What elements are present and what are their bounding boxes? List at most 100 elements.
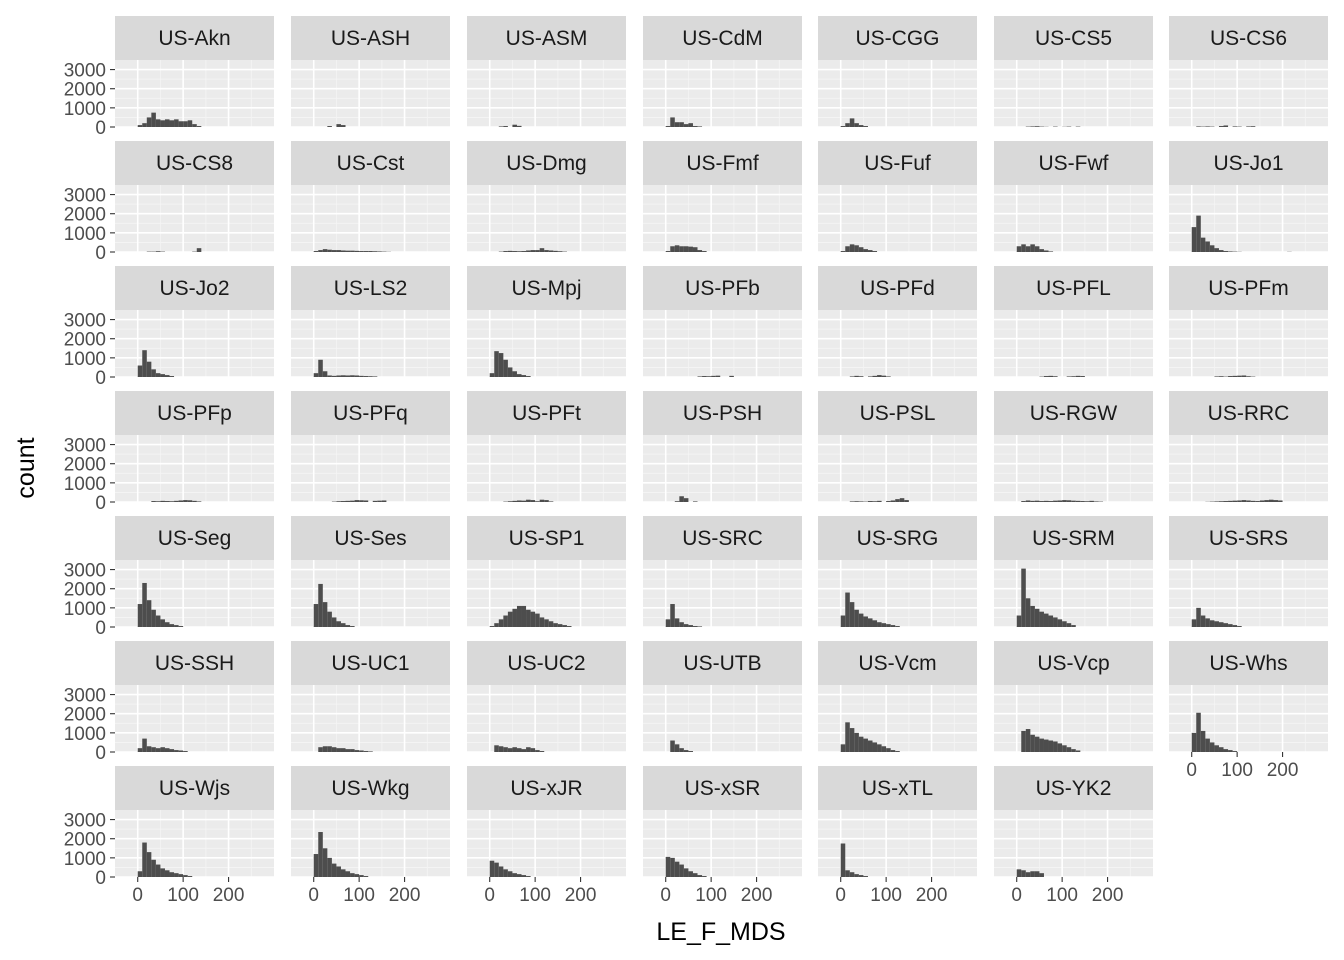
histogram-bar bbox=[313, 373, 319, 377]
histogram-bar bbox=[867, 501, 873, 502]
facet-panel: US-Akn bbox=[115, 16, 274, 128]
histogram-bar bbox=[697, 875, 703, 877]
facet-label: US-ASH bbox=[331, 27, 410, 50]
panel-background bbox=[291, 435, 450, 502]
facet-panel: US-RGW bbox=[994, 391, 1153, 503]
facet-strip bbox=[467, 516, 626, 560]
facet-label: US-CS5 bbox=[1035, 27, 1112, 50]
panel-background bbox=[994, 810, 1153, 877]
histogram-bar bbox=[845, 592, 850, 627]
histogram-bar bbox=[1021, 244, 1026, 252]
facet-strip bbox=[994, 766, 1153, 810]
histogram-bar bbox=[503, 747, 508, 752]
panel-background bbox=[994, 310, 1153, 377]
facet-panel: US-Ses bbox=[291, 516, 450, 628]
x-tick-label: 100 bbox=[343, 885, 375, 906]
histogram-bar bbox=[872, 620, 878, 627]
histogram-bar bbox=[692, 626, 698, 627]
histogram-bar bbox=[507, 871, 513, 877]
facet-label: US-PFd bbox=[860, 277, 935, 300]
facet-label: US-PSH bbox=[683, 402, 762, 425]
histogram-bar bbox=[151, 369, 156, 377]
facet-label: US-xJR bbox=[510, 777, 582, 800]
facet-label: US-RGW bbox=[1030, 402, 1118, 425]
histogram-bar bbox=[494, 862, 499, 877]
histogram-bar bbox=[359, 500, 364, 502]
histogram-bar bbox=[160, 747, 165, 752]
histogram-bar bbox=[507, 611, 513, 627]
facet-label: US-Dmg bbox=[506, 152, 587, 175]
histogram-bar bbox=[544, 500, 549, 502]
histogram-bar bbox=[345, 250, 351, 252]
facet-strip bbox=[467, 641, 626, 685]
panel-grid bbox=[643, 685, 802, 753]
histogram-bar bbox=[674, 744, 680, 752]
histogram-bar bbox=[1062, 621, 1067, 627]
histogram-bar bbox=[169, 501, 175, 502]
facet-strip bbox=[1169, 641, 1328, 685]
histogram-bar bbox=[178, 121, 184, 127]
histogram-bar bbox=[886, 624, 891, 627]
histogram-bar bbox=[854, 732, 859, 752]
histogram-bar bbox=[155, 748, 161, 752]
histogram-bar bbox=[1191, 619, 1197, 627]
histogram-bar bbox=[178, 500, 184, 502]
histogram-bar bbox=[526, 499, 531, 502]
x-axis-title: LE_F_MDS bbox=[656, 918, 785, 946]
facet-panel: US-xJR bbox=[467, 766, 626, 878]
histogram-bar bbox=[886, 376, 891, 377]
facet-label: US-Wkg bbox=[331, 777, 409, 800]
histogram-bar bbox=[318, 832, 323, 877]
panel-background bbox=[643, 435, 802, 502]
histogram-bar bbox=[1080, 501, 1085, 502]
histogram-bar bbox=[521, 605, 527, 627]
histogram-bar bbox=[683, 498, 689, 502]
histogram-bar bbox=[183, 875, 188, 877]
x-tick-label: 100 bbox=[870, 885, 902, 906]
facet-label: US-PFL bbox=[1036, 277, 1111, 300]
histogram-bar bbox=[1075, 375, 1081, 377]
histogram-bar bbox=[151, 501, 156, 502]
histogram-bar bbox=[359, 750, 364, 752]
facet-label: US-SRM bbox=[1032, 527, 1115, 550]
facet-strip bbox=[1169, 141, 1328, 185]
facet-label: US-Mpj bbox=[511, 277, 581, 300]
facet-panel: US-SSH bbox=[115, 641, 274, 753]
histogram-bar bbox=[683, 124, 689, 127]
histogram-bar bbox=[169, 120, 175, 127]
x-tick-label: 0 bbox=[308, 885, 319, 906]
histogram-bar bbox=[1241, 500, 1247, 502]
histogram-bar bbox=[1066, 376, 1072, 377]
histogram-bar bbox=[151, 859, 156, 877]
histogram-bar bbox=[322, 848, 328, 877]
histogram-bar bbox=[702, 251, 707, 252]
histogram-bar bbox=[1196, 712, 1201, 752]
histogram-bar bbox=[1196, 215, 1201, 252]
histogram-bar bbox=[535, 613, 540, 627]
histogram-bars bbox=[849, 498, 909, 502]
facet-panel: US-Jo2 bbox=[115, 266, 274, 378]
histogram-bar bbox=[1237, 500, 1242, 502]
histogram-bar bbox=[1084, 501, 1090, 502]
y-axes: 0100020003000010002000300001000200030000… bbox=[64, 61, 115, 889]
panel-background bbox=[643, 685, 802, 752]
facet-strip bbox=[467, 266, 626, 310]
histogram-bar bbox=[670, 246, 675, 252]
histogram-bar bbox=[155, 501, 161, 502]
panel-background bbox=[291, 185, 450, 252]
facet-panel: US-Jo1 bbox=[1169, 141, 1328, 253]
panel-grid bbox=[115, 810, 274, 878]
facet-panel: US-PSL bbox=[818, 391, 977, 503]
histogram-bar bbox=[872, 501, 878, 502]
panel-grid bbox=[1169, 60, 1328, 128]
histogram-bar bbox=[1071, 625, 1076, 627]
facet-label: US-UC1 bbox=[331, 652, 409, 675]
facet-label: US-UTB bbox=[683, 652, 761, 675]
histogram-bar bbox=[670, 740, 675, 752]
x-tick-label: 100 bbox=[695, 885, 727, 906]
histogram-bar bbox=[142, 350, 147, 377]
histogram-bar bbox=[877, 744, 882, 752]
facet-label: US-UC2 bbox=[507, 652, 585, 675]
panel-grid bbox=[291, 560, 450, 628]
histogram-bar bbox=[904, 500, 909, 502]
